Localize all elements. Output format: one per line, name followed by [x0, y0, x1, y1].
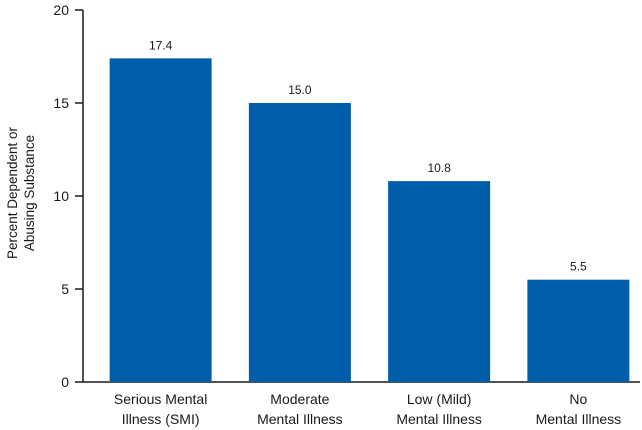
y-axis: 0 5 10 15 20: [53, 2, 84, 390]
category-label-line: Mental Illness: [396, 411, 482, 427]
y-axis-title: Percent Dependent or Abusing Substance: [5, 126, 37, 259]
category-label-line: Mental Illness: [257, 411, 343, 427]
data-labels: 17.4 15.0 10.8 5.5: [149, 38, 587, 273]
category-label-line: Mental Illness: [536, 411, 622, 427]
y-axis-title-line: Abusing Substance: [22, 135, 37, 251]
data-label: 10.8: [427, 161, 451, 175]
bar: [388, 181, 491, 382]
category-label-line: Serious Mental: [114, 391, 207, 407]
y-tick-label: 15: [53, 95, 69, 111]
category-label-line: Moderate: [270, 391, 329, 407]
category-label: Serious Mental Illness (SMI): [114, 391, 207, 427]
bar: [527, 279, 630, 382]
y-axis-title-line: Percent Dependent or: [5, 126, 20, 259]
data-label: 17.4: [149, 38, 173, 52]
category-label-line: Illness (SMI): [122, 411, 200, 427]
y-tick-label: 5: [61, 281, 69, 297]
category-label: Low (Mild) Mental Illness: [396, 391, 482, 427]
bar: [109, 58, 212, 383]
y-tick-label: 0: [61, 374, 69, 390]
y-tick-label: 10: [53, 188, 69, 204]
data-label: 5.5: [570, 260, 587, 274]
bar: [248, 103, 351, 382]
bars: [109, 58, 630, 383]
y-tick-label: 20: [53, 2, 69, 18]
data-label: 15.0: [288, 83, 312, 97]
y-axis-title-text: Percent Dependent or Abusing Substance: [5, 126, 37, 259]
category-label: Moderate Mental Illness: [257, 391, 343, 427]
category-label: No Mental Illness: [536, 391, 622, 427]
category-label-line: Low (Mild): [407, 391, 472, 407]
category-labels: Serious Mental Illness (SMI) Moderate Menta…: [114, 391, 621, 427]
category-label-line: No: [569, 391, 587, 407]
